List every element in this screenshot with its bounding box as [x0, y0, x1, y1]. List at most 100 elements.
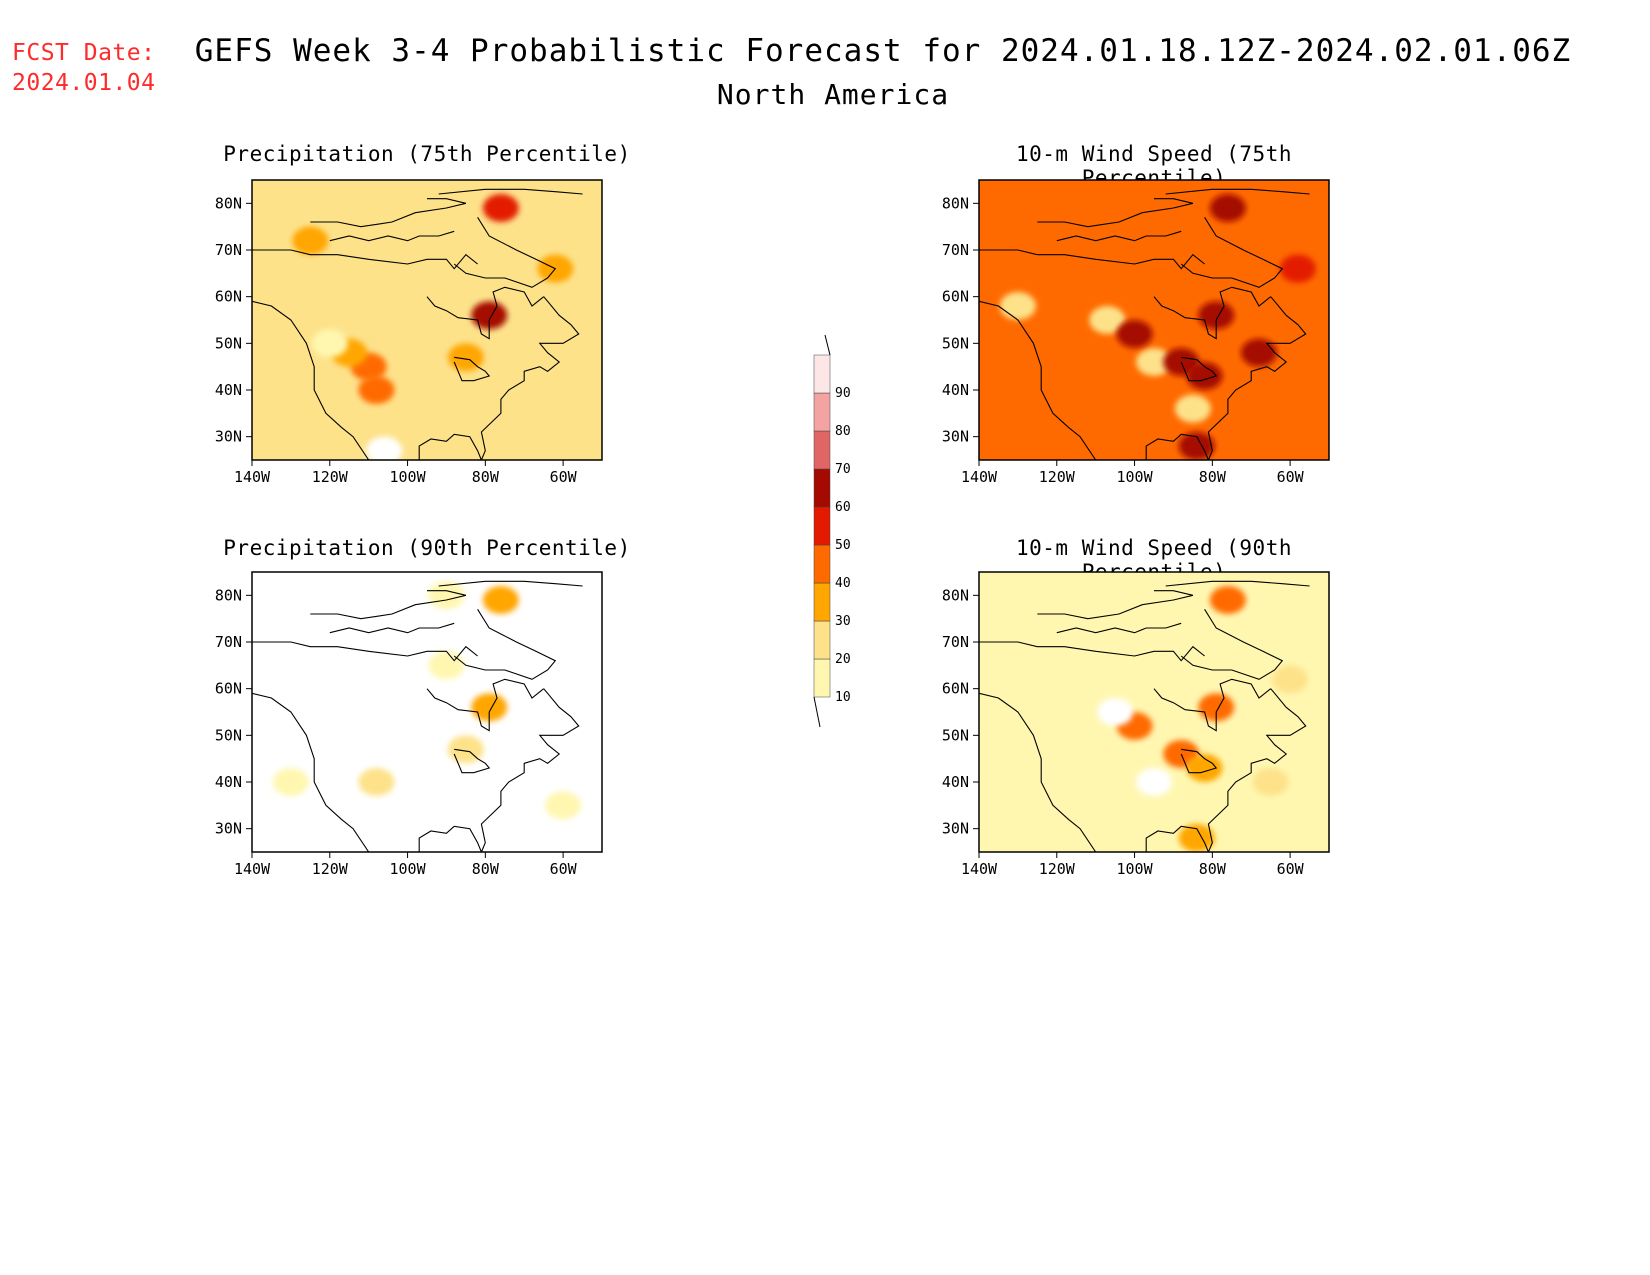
lon-tick-label: 120W	[312, 860, 349, 878]
probability-patch	[1241, 338, 1277, 367]
probability-patch	[428, 651, 465, 680]
probability-patch	[1097, 698, 1134, 726]
coastline	[1180, 217, 1284, 288]
probability-patch	[1186, 362, 1223, 390]
probability-patch	[272, 768, 309, 796]
lat-tick-label: 30N	[215, 428, 242, 446]
coastline	[979, 641, 1205, 662]
coastline	[1180, 356, 1218, 382]
map-precip-90: 30N 40N 50N 60N 70N 80N 140W 120W 100W 80W 60W	[215, 571, 603, 878]
lat-tick-label: 50N	[215, 334, 242, 352]
coastline	[310, 198, 467, 228]
colorbar-swatch	[813, 468, 831, 508]
coastline	[418, 296, 580, 460]
forecast-date-label: FCST Date:	[12, 40, 156, 66]
lat-tick-label: 80N	[942, 586, 969, 604]
probability-patch	[366, 436, 403, 460]
coastline	[453, 748, 491, 774]
coastline	[453, 356, 491, 382]
lon-tick-label: 100W	[389, 860, 426, 878]
probability-patch	[1279, 254, 1316, 283]
lon-tick-label: 60W	[1277, 468, 1305, 486]
map-background-fill	[252, 180, 602, 460]
lon-tick-label: 120W	[1039, 860, 1076, 878]
map-frame	[978, 179, 1330, 461]
probability-patch	[1252, 768, 1289, 796]
map-frame	[978, 571, 1330, 853]
lat-tick-label: 40N	[942, 773, 969, 791]
lon-tick-label: 140W	[234, 860, 271, 878]
lat-tick-label: 30N	[942, 428, 969, 446]
coastline	[426, 286, 545, 340]
lat-tick-label: 50N	[942, 726, 969, 744]
probability-patch	[471, 693, 508, 722]
lon-tick-label: 140W	[961, 468, 998, 486]
lat-tick-label: 50N	[942, 334, 969, 352]
probability-patch	[311, 329, 348, 358]
lon-tick-label: 80W	[1199, 860, 1227, 878]
colorbar-level-label: 10	[835, 690, 851, 705]
coastline	[329, 230, 455, 242]
probability-patch	[482, 586, 519, 614]
map-wind-90: 30N 40N 50N 60N 70N 80N 140W 120W 100W 80W 60W	[942, 571, 1330, 878]
probability-patch	[358, 768, 395, 796]
map-frame	[251, 179, 603, 461]
colorbar-level-label: 90	[835, 386, 851, 401]
coastline	[310, 590, 467, 620]
colorbar-swatch	[813, 658, 831, 698]
map-wind-75: 30N 40N 50N 60N 70N 80N 140W 120W 100W 80W 60W	[942, 179, 1330, 486]
map-precip-75: 30N 40N 50N 60N 70N 80N 140W 120W 100W 80W 60W	[215, 179, 603, 486]
coastline	[453, 217, 557, 288]
coastline	[252, 300, 370, 460]
lat-tick-label: 60N	[942, 680, 969, 698]
lat-tick-label: 60N	[215, 288, 242, 306]
lon-tick-label: 80W	[472, 468, 500, 486]
lat-tick-label: 70N	[215, 633, 242, 651]
coastline	[979, 300, 1097, 460]
lat-tick-label: 80N	[942, 194, 969, 212]
coastline	[438, 188, 583, 195]
probability-patch	[999, 292, 1036, 320]
lat-tick-label: 40N	[942, 381, 969, 399]
lat-tick-label: 60N	[942, 288, 969, 306]
lat-tick-label: 50N	[215, 726, 242, 744]
lon-tick-label: 80W	[472, 860, 500, 878]
coastline	[979, 249, 1205, 270]
lat-tick-label: 80N	[215, 586, 242, 604]
colorbar-swatch	[813, 506, 831, 546]
colorbar-level-label: 70	[835, 462, 851, 477]
lon-tick-label: 140W	[961, 860, 998, 878]
coastline	[252, 692, 370, 852]
coastline	[1145, 296, 1307, 460]
probability-patch	[1209, 586, 1246, 614]
probability-patch	[292, 226, 329, 255]
lat-tick-label: 30N	[215, 820, 242, 838]
probability-patch	[358, 376, 395, 404]
lat-tick-label: 40N	[215, 381, 242, 399]
lat-tick-label: 70N	[942, 633, 969, 651]
lon-tick-label: 60W	[550, 468, 578, 486]
coastline	[453, 609, 557, 680]
colorbar-swatch	[813, 620, 831, 660]
colorbar-level-label: 40	[835, 576, 851, 591]
coastline	[1165, 188, 1310, 195]
colorbar-swatch	[813, 392, 831, 432]
probability-patch	[482, 194, 519, 222]
probability-patch	[428, 581, 465, 610]
lat-tick-label: 70N	[942, 241, 969, 259]
colorbar-swatch	[813, 430, 831, 470]
colorbar-level-label: 50	[835, 538, 851, 553]
lon-tick-label: 80W	[1199, 468, 1227, 486]
coastline	[418, 688, 580, 852]
coastline	[426, 678, 545, 732]
lat-tick-label: 80N	[215, 194, 242, 212]
coastline	[438, 580, 583, 587]
colorbar: 10 20 30 40 50 60 70 80 90	[813, 334, 851, 728]
colorbar-swatch	[813, 544, 831, 584]
probability-patch	[1198, 301, 1235, 330]
lon-tick-label: 100W	[389, 468, 426, 486]
coastline	[1153, 286, 1272, 340]
probability-patch	[1198, 693, 1235, 722]
coastline	[1056, 622, 1182, 634]
coastline	[252, 249, 478, 270]
